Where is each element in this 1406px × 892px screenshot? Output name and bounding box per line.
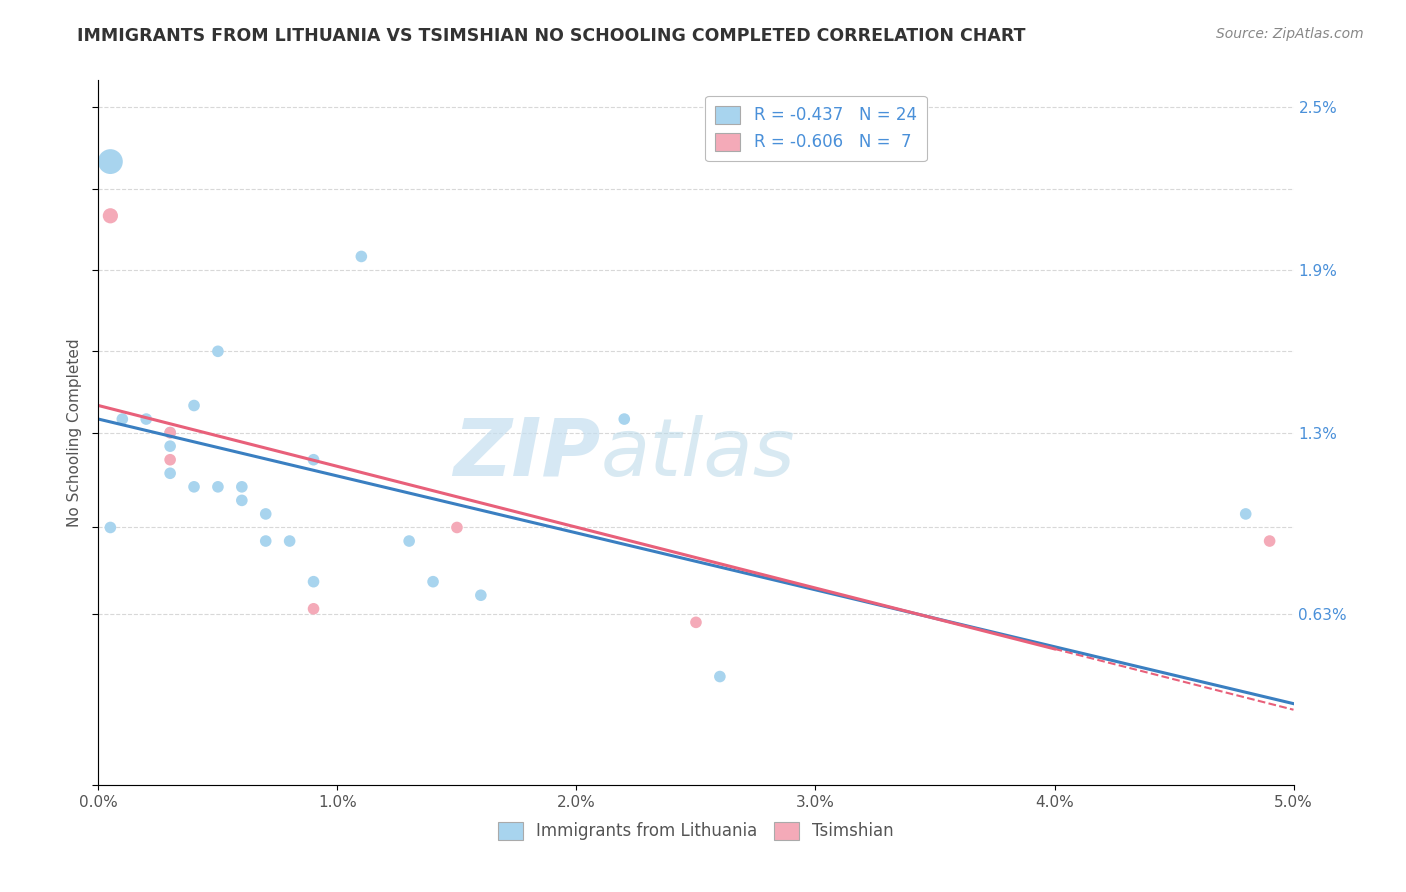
Point — [1234, 507, 1257, 521]
Point — [254, 534, 277, 549]
Point — [685, 615, 707, 630]
Text: IMMIGRANTS FROM LITHUANIA VS TSIMSHIAN NO SCHOOLING COMPLETED CORRELATION CHART: IMMIGRANTS FROM LITHUANIA VS TSIMSHIAN N… — [77, 27, 1026, 45]
Point — [302, 601, 325, 615]
Point — [159, 452, 181, 467]
Legend: Immigrants from Lithuania, Tsimshian: Immigrants from Lithuania, Tsimshian — [491, 815, 901, 847]
Point — [446, 520, 468, 534]
Point — [302, 452, 325, 467]
Point — [613, 412, 636, 426]
Text: Source: ZipAtlas.com: Source: ZipAtlas.com — [1216, 27, 1364, 41]
Point — [98, 520, 122, 534]
Point — [398, 534, 420, 549]
Point — [159, 439, 181, 453]
Point — [135, 412, 157, 426]
Text: atlas: atlas — [600, 415, 796, 492]
Point — [98, 154, 122, 169]
Point — [302, 574, 325, 589]
Point — [183, 480, 205, 494]
Point — [111, 412, 134, 426]
Point — [159, 467, 181, 481]
Point — [183, 399, 205, 413]
Point — [207, 480, 229, 494]
Point — [470, 588, 492, 602]
Point — [350, 249, 373, 264]
Point — [422, 574, 444, 589]
Point — [231, 480, 253, 494]
Point — [1258, 534, 1281, 549]
Y-axis label: No Schooling Completed: No Schooling Completed — [66, 338, 82, 527]
Point — [159, 425, 181, 440]
Point — [207, 344, 229, 359]
Point — [231, 493, 253, 508]
Point — [254, 507, 277, 521]
Text: ZIP: ZIP — [453, 415, 600, 492]
Point — [98, 209, 122, 223]
Point — [709, 669, 731, 683]
Point — [278, 534, 301, 549]
Point — [159, 425, 181, 440]
